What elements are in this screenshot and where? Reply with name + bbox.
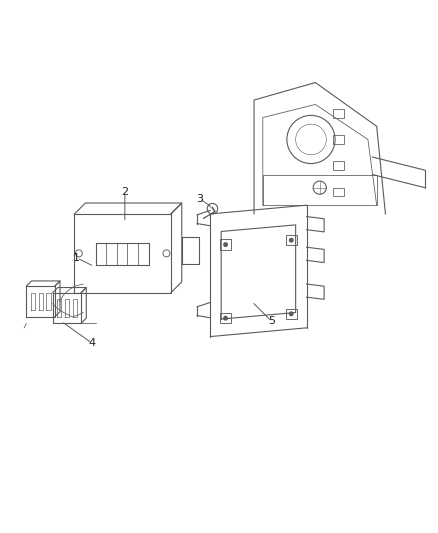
Text: 3: 3 (196, 193, 203, 204)
Bar (220, 239, 231, 250)
Text: 5: 5 (268, 316, 275, 326)
Bar (333, 188, 344, 197)
Text: 1: 1 (73, 253, 80, 263)
Bar (333, 161, 344, 170)
Circle shape (224, 317, 227, 320)
Bar (220, 313, 231, 324)
Circle shape (224, 243, 227, 246)
Bar (333, 109, 344, 118)
Bar (333, 135, 344, 144)
Bar (286, 309, 297, 319)
Circle shape (290, 238, 293, 242)
Bar (286, 235, 297, 246)
Text: 2: 2 (121, 187, 128, 197)
Text: 4: 4 (88, 338, 95, 348)
Circle shape (290, 312, 293, 316)
